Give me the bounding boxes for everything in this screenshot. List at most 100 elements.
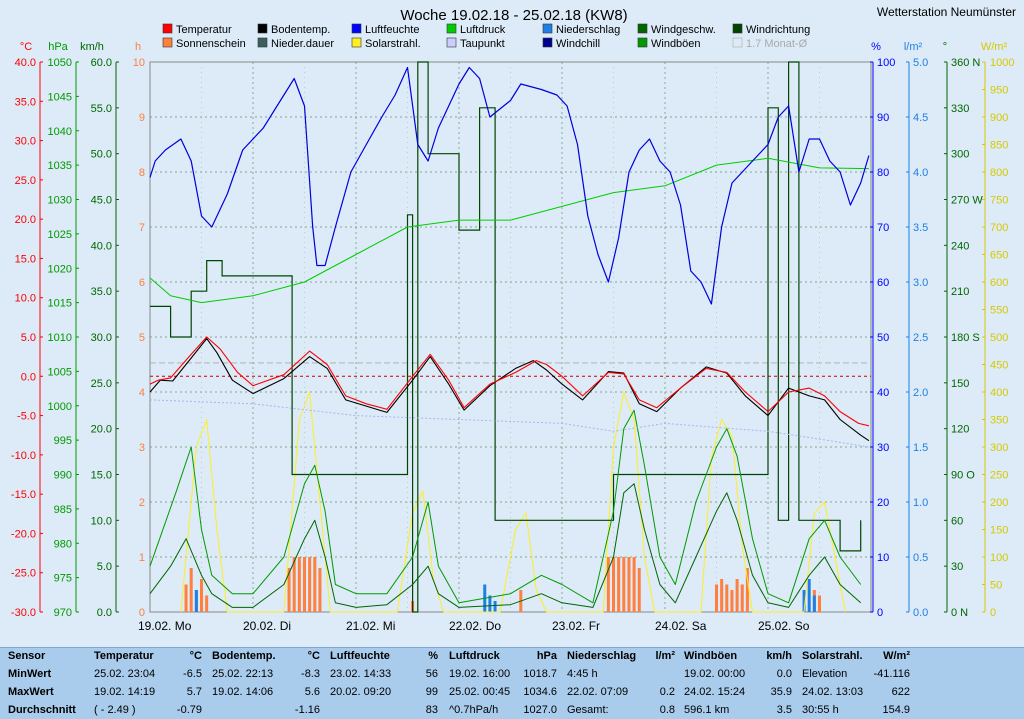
winddir-tick: 150 <box>951 378 969 390</box>
temp-tick: 15.0 <box>15 253 36 265</box>
legend-label: Sonnenschein <box>176 38 246 50</box>
axis-unit: l/m² <box>904 41 923 53</box>
rain-tick: 4.0 <box>913 167 928 179</box>
temp-tick: 35.0 <box>15 96 36 108</box>
stats-row-label: MinWert <box>8 668 52 680</box>
legend-swatch <box>542 37 553 48</box>
legend: Temperatur Bodentemp. Luftfeuchte Luftdruck… <box>162 23 810 50</box>
stats-cell-value: 0.0 <box>776 668 792 680</box>
legend-label: Windchill <box>556 38 600 50</box>
winddir-tick: 0 N <box>951 607 968 619</box>
humidity-line <box>149 66 870 305</box>
stats-column-unit: °C <box>307 650 320 662</box>
sunshine-bar <box>730 590 734 612</box>
solar-tick: 150 <box>990 525 1008 537</box>
pressure-tick: 985 <box>54 504 72 516</box>
axis-unit: % <box>871 41 881 53</box>
pressure-tick: 970 <box>54 607 72 619</box>
axis-unit: °C <box>20 41 32 53</box>
winddir-tick: 270 W <box>951 195 983 207</box>
pressure-tick: 1020 <box>48 263 72 275</box>
stats-column-unit: km/h <box>766 650 792 662</box>
solar-tick: 350 <box>990 415 1008 427</box>
temperature-line <box>149 336 870 427</box>
rain-tick: 0.0 <box>913 607 928 619</box>
sunshine-bar <box>617 557 621 612</box>
humidity-tick: 70 <box>877 222 889 234</box>
wind-tick: 10.0 <box>91 515 112 527</box>
solar-tick: 250 <box>990 470 1008 482</box>
x-day-label: 25.02. So <box>758 619 810 633</box>
stats-row-label: Sensor <box>8 650 46 662</box>
solar-tick: 700 <box>990 222 1008 234</box>
sunshine-bar <box>745 568 749 612</box>
stats-cell-value: 83 <box>425 704 438 716</box>
sunshine-bar <box>612 557 615 612</box>
sunshine-bar <box>287 568 291 612</box>
rain-bar <box>802 590 806 612</box>
stats-cell-value: 5.6 <box>304 686 320 698</box>
sunshine-bar <box>637 568 641 612</box>
stats-cell-value: 0.8 <box>659 704 675 716</box>
legend-swatch <box>162 37 173 48</box>
solar-tick: 1000 <box>990 57 1014 69</box>
pressure-tick: 995 <box>54 435 72 447</box>
legend-swatch <box>446 23 457 34</box>
temp-tick: -30.0 <box>11 607 36 619</box>
rain-tick: 0.5 <box>913 552 928 564</box>
rain-tick: 3.0 <box>913 277 928 289</box>
legend-label: 1.7 Monat-Ø <box>746 38 808 50</box>
sunshine-bar <box>725 584 729 612</box>
solar-tick: 900 <box>990 112 1008 124</box>
stats-cell-value: -41.116 <box>873 668 911 680</box>
stats-column-name: Windböen <box>684 650 738 662</box>
winddir-tick: 120 <box>951 424 969 436</box>
stats-column-unit: °C <box>189 650 202 662</box>
winddir-tick: 210 <box>951 286 969 298</box>
temp-tick: 25.0 <box>15 175 36 187</box>
sunshine-tick: 1 <box>139 552 145 564</box>
x-day-label: 22.02. Do <box>449 619 501 633</box>
stats-column-name: Bodentemp. <box>212 650 276 662</box>
legend-label: Windböen <box>651 38 701 50</box>
wind-tick: 50.0 <box>91 149 112 161</box>
sunshine-bar <box>818 595 821 612</box>
stats-cell-label: 19.02. 00:00 <box>684 668 746 680</box>
station-name: Wetterstation Neumünster <box>877 5 1016 19</box>
stats-cell-label: 30:55 h <box>802 704 839 716</box>
axis-unit: hPa <box>48 41 68 53</box>
axis-unit: km/h <box>80 41 104 53</box>
stats-cell-value: 35.9 <box>770 686 792 698</box>
solar-tick: 800 <box>990 167 1008 179</box>
legend-swatch <box>637 23 648 34</box>
stats-cell-label: ^0.7hPa/h <box>449 704 499 716</box>
temp-tick: -10.0 <box>11 450 36 462</box>
axes: °C hPa km/h h% l/m² ° W/m²40.035.030.025.020.0… <box>11 41 1015 619</box>
axis-unit: h <box>135 41 141 53</box>
sunshine-tick: 10 <box>133 57 145 69</box>
stats-column-name: Niederschlag <box>567 650 637 662</box>
legend-swatch <box>732 37 743 48</box>
wind-tick: 20.0 <box>91 424 112 436</box>
solar-tick: 200 <box>990 497 1008 509</box>
humidity-tick: 0 <box>877 607 883 619</box>
solar-tick: 100 <box>990 552 1008 564</box>
sunshine-tick: 8 <box>139 167 145 179</box>
sunshine-bar <box>715 584 718 612</box>
stats-cell-label: 24.02. 13:03 <box>802 686 864 698</box>
solar-tick: 400 <box>990 387 1008 399</box>
solar-tick: 550 <box>990 305 1008 317</box>
stats-cell-label: 20.02. 09:20 <box>330 686 392 698</box>
legend-swatch <box>257 23 268 34</box>
legend-swatch <box>542 23 553 34</box>
sunshine-bar <box>632 557 636 612</box>
winddir-tick: 30 <box>951 561 963 573</box>
stats-row-label: Durchschnitt <box>8 704 76 716</box>
sunshine-bar <box>627 557 631 612</box>
pressure-tick: 1050 <box>48 57 72 69</box>
wind-direction-line <box>150 61 862 613</box>
wind-tick: 15.0 <box>91 470 112 482</box>
solar-tick: 850 <box>990 140 1008 152</box>
chart-title: Woche 19.02.18 - 25.02.18 (KW8) <box>400 7 627 24</box>
legend-label: Luftfeuchte <box>365 24 419 36</box>
